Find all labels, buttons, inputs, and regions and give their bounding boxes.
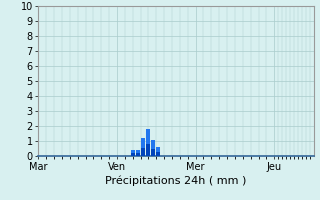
Bar bbox=[132, 150, 135, 156]
Bar bbox=[146, 129, 150, 156]
X-axis label: Précipitations 24h ( mm ): Précipitations 24h ( mm ) bbox=[105, 176, 247, 186]
Bar bbox=[151, 140, 155, 156]
Bar bbox=[141, 138, 145, 156]
Bar bbox=[146, 144, 150, 156]
Bar bbox=[156, 152, 160, 156]
Bar bbox=[141, 148, 145, 156]
Bar bbox=[151, 149, 155, 156]
Bar bbox=[156, 147, 160, 156]
Bar bbox=[136, 153, 140, 156]
Bar bbox=[132, 153, 135, 156]
Bar bbox=[136, 150, 140, 156]
